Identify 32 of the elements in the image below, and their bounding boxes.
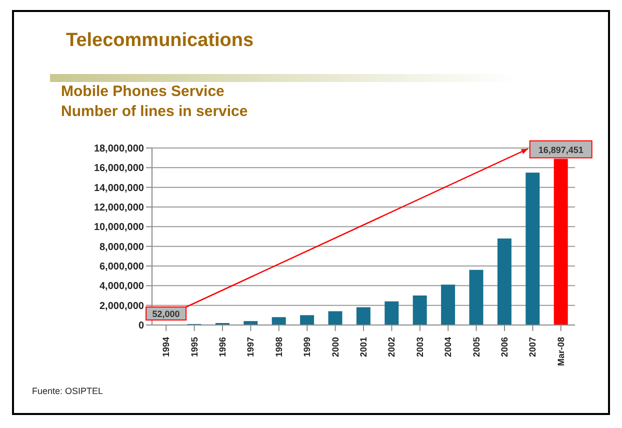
x-tick-label: 2000 (330, 337, 340, 358)
x-tick-label: Mar-08 (556, 337, 566, 366)
y-tick-label: 12,000,000 (94, 202, 144, 214)
x-tick-label: 1999 (302, 337, 312, 358)
y-tick-label: 4,000,000 (100, 281, 144, 292)
y-tick-label: 6,000,000 (100, 262, 144, 273)
x-tick-label: 2001 (358, 337, 368, 358)
y-tick-label: 2,000,000 (100, 300, 144, 312)
y-tick-label: 8,000,000 (100, 242, 144, 253)
chart-subtitle: Mobile Phones Service Number of lines in service (61, 82, 248, 122)
x-tick-label: 2005 (471, 337, 482, 358)
source-note: Fuente: OSIPTEL (32, 386, 104, 396)
x-tick-label: 2007 (528, 337, 538, 358)
x-tick-label: 1995 (189, 337, 200, 358)
x-tick-label: 2004 (443, 337, 454, 358)
data-label: 52,000 (152, 309, 180, 319)
callout-box: 16,897,451 (529, 140, 592, 158)
data-label: 16,897,451 (538, 144, 584, 155)
x-tick-label: 2002 (386, 337, 397, 358)
x-tick-label: 1997 (246, 337, 256, 358)
x-tick-label: 1994 (161, 337, 172, 358)
x-tick-label: 2003 (414, 337, 425, 358)
callout-box: 52,000 (146, 306, 187, 320)
y-tick-label: 0 (138, 320, 144, 332)
y-tick-label: 16,000,000 (94, 163, 144, 174)
y-tick-label: 18,000,000 (94, 144, 144, 155)
x-tick-label: 1998 (274, 337, 284, 358)
y-tick-label: 10,000,000 (94, 222, 144, 234)
chart-title: Telecommunications (66, 30, 254, 52)
y-tick-label: 14,000,000 (94, 182, 144, 194)
x-tick-label: 1996 (218, 337, 228, 358)
x-tick-label: 2006 (500, 337, 510, 358)
